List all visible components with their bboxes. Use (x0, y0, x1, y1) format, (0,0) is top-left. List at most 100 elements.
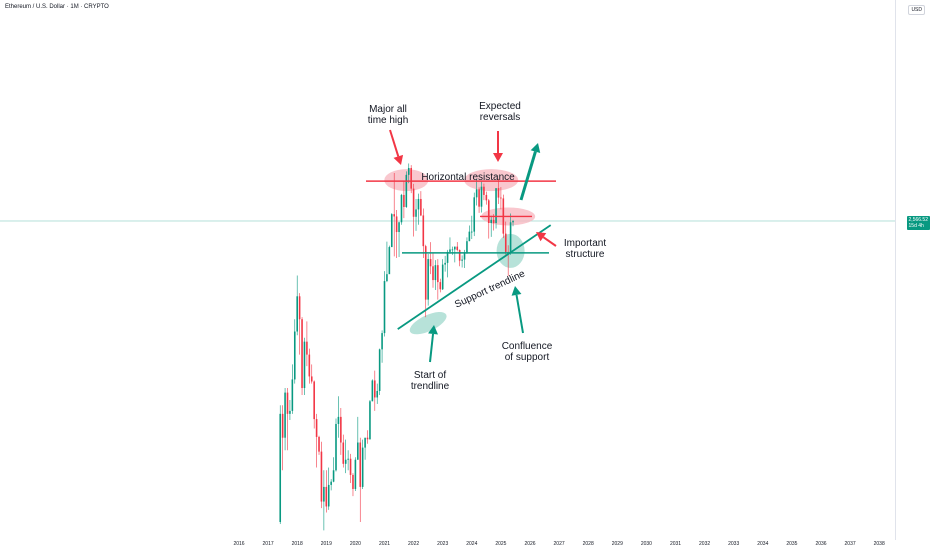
candle-body (495, 188, 497, 224)
major-high-annotation: Major all time high (357, 104, 419, 126)
candle-body (366, 437, 369, 440)
candle-body (298, 296, 301, 320)
confluence-line1: Confluence (501, 341, 553, 352)
candle-body (371, 380, 374, 402)
confluence-arrow-head (511, 286, 522, 296)
candle-body (308, 354, 311, 377)
important-line2: structure (565, 249, 605, 260)
candle-body (458, 249, 461, 261)
candle-body (473, 197, 476, 232)
important-line1: Important (563, 238, 607, 249)
support-trendline (397, 224, 552, 330)
time-tick-label: 2024 (466, 541, 477, 547)
time-tick-label: 2025 (495, 541, 506, 547)
candle-body (437, 265, 439, 283)
confluence-line2: of support (504, 352, 550, 363)
candle-body (378, 349, 381, 391)
upside-arrow-head (530, 143, 541, 154)
candle-body (349, 458, 352, 475)
candle-body (468, 231, 471, 242)
time-tick-label: 2033 (728, 541, 739, 547)
candle-body (395, 216, 398, 233)
start-arrow-head (428, 325, 439, 335)
candle-body (332, 470, 335, 482)
candle-body (424, 246, 427, 300)
time-axis[interactable] (0, 536, 896, 550)
time-tick-label: 2020 (350, 541, 361, 547)
candle-body (492, 219, 495, 224)
time-tick-label: 2019 (321, 541, 332, 547)
candle-body (434, 265, 437, 281)
candle-body (289, 410, 291, 414)
candle-body (388, 247, 391, 275)
candle-body (463, 252, 466, 260)
time-tick-label: 2017 (263, 541, 274, 547)
candle-body (403, 194, 405, 207)
candle-body (301, 319, 303, 388)
candle-body (483, 186, 485, 195)
candle-body (381, 333, 383, 350)
candle-body (340, 416, 342, 443)
candle-body (386, 274, 388, 282)
candle-body (485, 194, 488, 201)
candle-body (412, 188, 415, 217)
candle-body (337, 416, 340, 424)
structure-arrow-shaft (542, 236, 557, 247)
price-axis[interactable] (895, 0, 932, 540)
currency-button[interactable]: USD (908, 5, 925, 15)
candle-body (441, 264, 444, 290)
candle-body (383, 281, 386, 334)
candle-body (359, 442, 362, 487)
candle-body (478, 189, 480, 207)
expected-line1: Expected (479, 101, 521, 112)
candle-body (327, 484, 330, 507)
candle-body (446, 251, 449, 263)
candle-body (466, 241, 468, 253)
time-tick-label: 2028 (583, 541, 594, 547)
major-high-line2: time high (367, 115, 409, 126)
candle-body (313, 381, 315, 420)
candle-body (461, 259, 463, 261)
candle-body (286, 392, 289, 414)
candle-body (475, 189, 478, 198)
candle-body (480, 186, 483, 207)
bar-countdown: 15d 4h (908, 222, 924, 229)
candle-body (456, 246, 459, 250)
candle-body (487, 200, 490, 224)
candle-body (439, 282, 442, 290)
candle-body (279, 413, 282, 522)
ath-arrow-shaft (389, 129, 400, 157)
candle-body (512, 220, 514, 223)
candle-body (315, 419, 318, 437)
candle-body (344, 459, 347, 464)
candle-body (335, 423, 337, 471)
time-tick-label: 2034 (757, 541, 768, 547)
start-line1: Start of (413, 370, 447, 381)
candle-body (398, 222, 400, 233)
ath-arrow-head (393, 154, 404, 165)
start-arrow-shaft (429, 333, 435, 363)
confluence-annotation: Confluence of support (497, 341, 557, 363)
reversal-arrow-head (493, 153, 503, 162)
candle-body (420, 198, 422, 216)
candle-body (318, 436, 320, 452)
candle-body (432, 266, 434, 281)
candle-body (369, 401, 371, 440)
candle-body (342, 442, 345, 464)
time-tick-label: 2037 (845, 541, 856, 547)
candle-body (407, 167, 410, 175)
candle-body (471, 231, 473, 233)
time-tick-label: 2030 (641, 541, 652, 547)
candle-body (497, 188, 500, 198)
candle-body (291, 379, 294, 411)
candle-body (376, 390, 379, 398)
time-tick-label: 2029 (612, 541, 623, 547)
candle-body (323, 486, 325, 502)
last-price-value: 2,566.52 (908, 216, 928, 223)
important-structure-annotation: Important structure (555, 238, 615, 260)
symbol-title[interactable]: Ethereum / U.S. Dollar · 1M · CRYPTO (5, 4, 109, 10)
candle-body (281, 413, 284, 438)
candle-body (320, 451, 323, 502)
candle-body (352, 474, 354, 489)
